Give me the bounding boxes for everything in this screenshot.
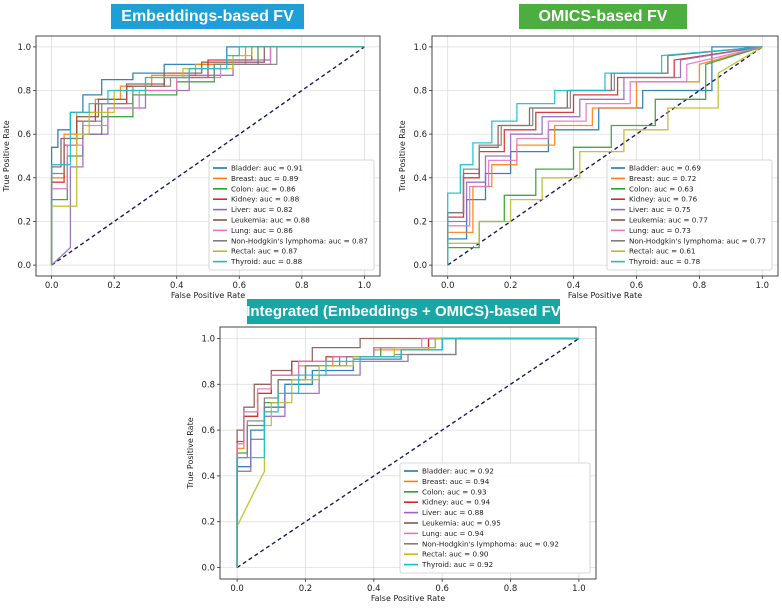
roc-line-bladder bbox=[50, 46, 365, 266]
legend-label: Lung: auc = 0.73 bbox=[629, 226, 691, 235]
y-tick-label: 0.0 bbox=[201, 564, 215, 574]
roc-line-leukemia bbox=[50, 46, 365, 266]
axes-frame bbox=[219, 326, 597, 580]
chart-title-integrated: Integrated (Embeddings + OMICS)-based FV bbox=[246, 299, 561, 324]
x-tick-label: 0.8 bbox=[295, 281, 309, 291]
y-tick-label: 0.4 bbox=[201, 472, 215, 482]
y-tick-label: 0.2 bbox=[201, 518, 215, 528]
legend-label: Non-Hodgkin's lymphoma: auc = 0.87 bbox=[231, 236, 368, 245]
y-tick-label: 0.0 bbox=[413, 261, 427, 271]
legend-label: Rectal: auc = 0.90 bbox=[422, 550, 489, 559]
legend-label: Leukemia: auc = 0.88 bbox=[231, 216, 310, 225]
x-tick-label: 0.6 bbox=[435, 584, 449, 594]
axes-frame bbox=[431, 35, 779, 277]
x-axis-label: False Positive Rate bbox=[171, 291, 245, 300]
y-tick-label: 0.6 bbox=[413, 130, 427, 140]
roc-line-liver bbox=[447, 46, 763, 266]
legend-label: Non-Hodgkin's lymphoma: auc = 0.92 bbox=[422, 539, 559, 548]
chance-diagonal bbox=[236, 337, 580, 569]
x-tick-label: 0.8 bbox=[504, 584, 518, 594]
legend-label: Non-Hodgkin's lymphoma: auc = 0.77 bbox=[629, 236, 766, 245]
y-tick-label: 0.4 bbox=[413, 174, 427, 184]
x-tick-label: 0.6 bbox=[233, 281, 247, 291]
y-tick-label: 0.6 bbox=[201, 426, 215, 436]
legend-label: Leukemia: auc = 0.95 bbox=[422, 519, 501, 528]
legend-label: Kidney: auc = 0.88 bbox=[231, 195, 300, 204]
y-axis-label: True Positive Rate bbox=[2, 120, 11, 192]
x-tick-label: 1.0 bbox=[572, 584, 586, 594]
legend-label: Liver: auc = 0.75 bbox=[629, 205, 691, 214]
legend-label: Bladder: auc = 0.92 bbox=[422, 467, 494, 476]
x-tick-label: 0.2 bbox=[299, 584, 313, 594]
y-tick-label: 1.0 bbox=[201, 334, 215, 344]
legend-label: Kidney: auc = 0.76 bbox=[629, 195, 698, 204]
legend-label: Bladder: auc = 0.91 bbox=[231, 164, 303, 173]
x-tick-label: 0.4 bbox=[567, 281, 581, 291]
roc-line-rectal bbox=[447, 46, 763, 266]
y-tick-label: 0.8 bbox=[413, 87, 427, 97]
x-tick-label: 0.2 bbox=[107, 281, 121, 291]
legend-label: Thyroid: auc = 0.78 bbox=[628, 257, 701, 266]
y-tick-label: 1.0 bbox=[413, 43, 427, 53]
axes-frame bbox=[35, 35, 381, 277]
y-tick-label: 0.2 bbox=[17, 217, 31, 227]
legend-label: Lung: auc = 0.86 bbox=[231, 226, 293, 235]
legend-label: Thyroid: auc = 0.88 bbox=[230, 257, 303, 266]
legend-label: Rectal: auc = 0.61 bbox=[629, 247, 695, 256]
roc-line-lung bbox=[447, 46, 763, 266]
x-tick-label: 0.0 bbox=[45, 281, 59, 291]
roc-line-thyroid bbox=[50, 46, 365, 266]
x-tick-label: 0.6 bbox=[630, 281, 644, 291]
x-tick-label: 0.0 bbox=[441, 281, 455, 291]
roc-plot-embeddings: 0.0 0.2 0.4 0.6 0.8 1.0 0.0 0.2 0.4 0.6 0.8 1.0 Fals… bbox=[2, 35, 381, 300]
y-tick-label: 0.8 bbox=[17, 87, 31, 97]
legend-box bbox=[606, 159, 773, 271]
legend-label: Colon: auc = 0.93 bbox=[422, 487, 487, 496]
legend-label: Leukemia: auc = 0.77 bbox=[629, 216, 708, 225]
chance-diagonal bbox=[51, 46, 365, 266]
x-tick-label: 1.0 bbox=[756, 281, 770, 291]
legend-label: Colon: auc = 0.86 bbox=[231, 184, 296, 193]
legend-box bbox=[208, 159, 375, 271]
chart-title-embeddings: Embeddings-based FV bbox=[111, 4, 304, 29]
legend-label: Breast: auc = 0.72 bbox=[629, 174, 696, 183]
x-axis-label: False Positive Rate bbox=[371, 594, 445, 603]
roc-line-thyroid bbox=[447, 46, 763, 266]
legend-label: Lung: auc = 0.94 bbox=[422, 529, 484, 538]
y-axis-label: True Positive Rate bbox=[398, 120, 407, 192]
x-tick-label: 1.0 bbox=[358, 281, 372, 291]
y-tick-label: 0.2 bbox=[413, 217, 427, 227]
x-tick-label: 0.4 bbox=[367, 584, 381, 594]
y-tick-label: 0.6 bbox=[17, 130, 31, 140]
legend-box bbox=[399, 462, 591, 574]
x-axis-label: False Positive Rate bbox=[568, 291, 642, 300]
roc-line-non-hodgkin-s-lymphoma bbox=[50, 46, 365, 266]
legend-label: Breast: auc = 0.94 bbox=[422, 477, 490, 486]
roc-line-thyroid bbox=[236, 337, 579, 568]
legend-label: Kidney: auc = 0.94 bbox=[422, 498, 491, 507]
legend-label: Thyroid: auc = 0.92 bbox=[421, 560, 493, 569]
x-tick-label: 0.4 bbox=[170, 281, 184, 291]
legend-label: Rectal: auc = 0.87 bbox=[231, 247, 297, 256]
y-tick-label: 1.0 bbox=[17, 43, 31, 53]
legend-label: Liver: auc = 0.82 bbox=[231, 205, 293, 214]
chart-title-omics: OMICS-based FV bbox=[519, 4, 687, 29]
legend-label: Colon: auc = 0.63 bbox=[629, 184, 694, 193]
y-tick-label: 0.8 bbox=[201, 380, 215, 390]
legend-label: Bladder: auc = 0.69 bbox=[629, 164, 701, 173]
x-tick-label: 0.2 bbox=[504, 281, 518, 291]
legend-label: Liver: auc = 0.88 bbox=[422, 508, 484, 517]
x-tick-label: 0.8 bbox=[693, 281, 707, 291]
y-tick-label: 0.4 bbox=[17, 174, 31, 184]
y-tick-label: 0.0 bbox=[17, 261, 31, 271]
chance-diagonal bbox=[447, 46, 763, 266]
y-axis-label: True Positive Rate bbox=[186, 417, 195, 489]
roc-plot-integrated: 0.0 0.2 0.4 0.6 0.8 1.0 0.0 0.2 0.4 0.6 0.8 1.0 Fals… bbox=[186, 326, 597, 603]
roc-plot-omics: 0.0 0.2 0.4 0.6 0.8 1.0 0.0 0.2 0.4 0.6 0.8 1.0 Fals… bbox=[398, 35, 779, 300]
x-tick-label: 0.0 bbox=[230, 584, 244, 594]
legend-label: Breast: auc = 0.89 bbox=[231, 174, 299, 183]
